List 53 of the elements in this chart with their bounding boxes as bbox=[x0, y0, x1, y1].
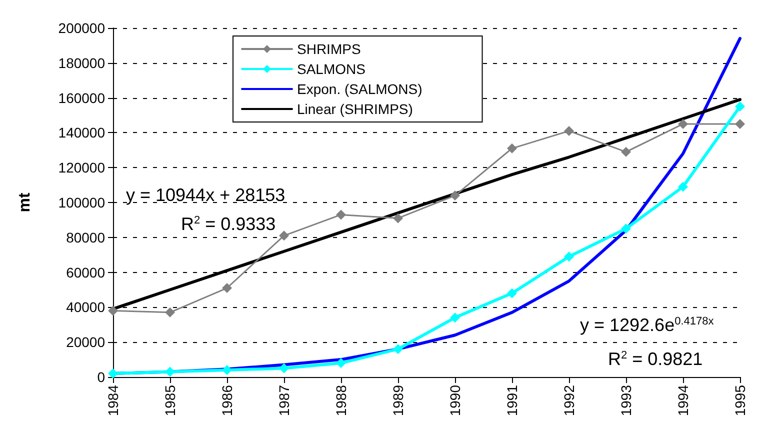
point bbox=[735, 118, 745, 129]
point bbox=[393, 213, 403, 224]
legend-label: SALMONS bbox=[297, 61, 366, 77]
x-tick-label: 1992 bbox=[561, 384, 577, 416]
point bbox=[108, 368, 118, 379]
y-tick-label: 100000 bbox=[58, 194, 106, 210]
point bbox=[621, 146, 631, 157]
point bbox=[678, 118, 688, 129]
point bbox=[564, 126, 574, 136]
y-tick-label: 80000 bbox=[66, 229, 106, 246]
x-tick-label: 1988 bbox=[333, 384, 349, 416]
point bbox=[450, 190, 460, 201]
point bbox=[621, 224, 631, 234]
y-tick-label: 140000 bbox=[58, 124, 106, 141]
legend-label: Expon. (SALMONS) bbox=[297, 81, 422, 97]
y-tick-label: 20000 bbox=[66, 334, 106, 350]
point bbox=[222, 283, 232, 294]
x-tick-label: 1984 bbox=[105, 384, 121, 416]
y-tick-label: 180000 bbox=[58, 54, 106, 71]
point bbox=[507, 143, 517, 154]
x-tick-label: 1993 bbox=[618, 384, 634, 416]
point bbox=[564, 252, 574, 262]
x-tick-label: 1990 bbox=[447, 384, 463, 416]
x-tick-label: 1995 bbox=[732, 384, 748, 416]
point bbox=[336, 358, 346, 368]
y-tick-label: 160000 bbox=[58, 90, 106, 106]
point bbox=[450, 312, 460, 323]
point bbox=[507, 288, 517, 298]
x-tick-label: 1994 bbox=[675, 384, 691, 416]
legend-label: SHRIMPS bbox=[297, 41, 361, 57]
point bbox=[279, 230, 289, 241]
point bbox=[222, 365, 232, 376]
point bbox=[165, 366, 175, 377]
y-tick-label: 0 bbox=[97, 369, 106, 385]
point bbox=[393, 344, 403, 354]
y-tick-label: 40000 bbox=[66, 299, 106, 316]
x-tick-label: 1987 bbox=[276, 384, 292, 416]
point bbox=[735, 102, 745, 112]
legend-label: Linear (SHRIMPS) bbox=[297, 101, 413, 117]
y-axis-title: mt bbox=[16, 192, 34, 212]
x-tick-label: 1989 bbox=[390, 384, 406, 416]
y-tick-label: 60000 bbox=[66, 264, 106, 280]
x-tick-label: 1991 bbox=[504, 384, 520, 416]
y-tick-label: 120000 bbox=[58, 160, 106, 176]
point bbox=[108, 306, 118, 316]
annotation: y = 10944x + 28153 bbox=[126, 185, 286, 205]
x-tick-label: 1985 bbox=[162, 384, 178, 416]
point bbox=[165, 307, 175, 318]
point bbox=[336, 210, 346, 220]
x-tick-label: 1986 bbox=[219, 384, 235, 416]
point bbox=[279, 363, 289, 374]
y-tick-label: 200000 bbox=[58, 20, 106, 36]
point bbox=[678, 182, 688, 192]
